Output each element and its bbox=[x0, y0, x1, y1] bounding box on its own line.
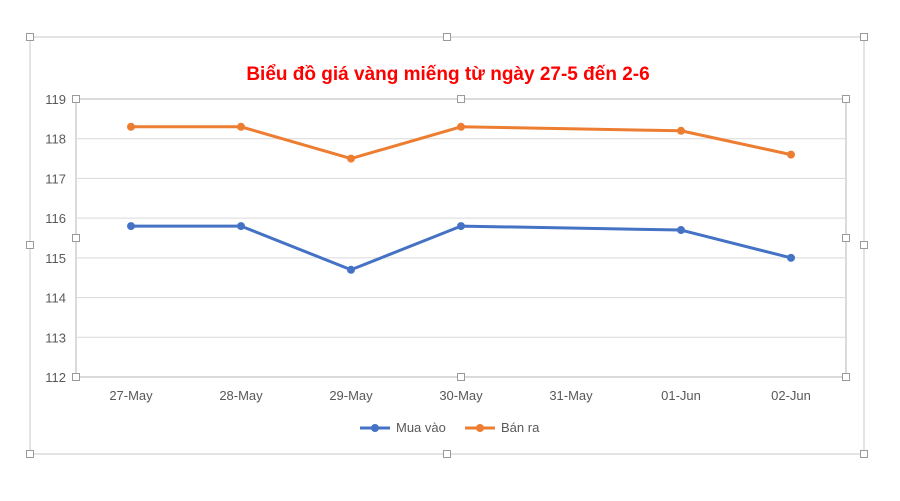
y-tick-label: 117 bbox=[45, 171, 66, 186]
plot-resize-handle[interactable] bbox=[457, 373, 465, 381]
chart-resize-handle[interactable] bbox=[26, 450, 34, 458]
data-point bbox=[237, 122, 245, 131]
x-tick-label: 29-May bbox=[329, 388, 373, 403]
data-point bbox=[787, 253, 795, 262]
legend-label: Mua vào bbox=[396, 420, 446, 435]
y-tick-label: 113 bbox=[45, 330, 66, 345]
series-line bbox=[131, 125, 792, 161]
x-tick-label: 02-Jun bbox=[771, 388, 811, 403]
series-bán-ra bbox=[127, 122, 795, 163]
plot-resize-handle[interactable] bbox=[457, 95, 465, 103]
plot-resize-handle[interactable] bbox=[72, 234, 80, 242]
chart-resize-handle[interactable] bbox=[26, 241, 34, 249]
x-tick-label: 31-May bbox=[549, 388, 593, 403]
y-tick-label: 119 bbox=[45, 92, 66, 107]
chart-resize-handle[interactable] bbox=[860, 450, 868, 458]
plot-resize-handle[interactable] bbox=[842, 234, 850, 242]
data-point bbox=[347, 154, 355, 163]
x-tick-label: 28-May bbox=[219, 388, 263, 403]
legend: Mua vào Bán ra bbox=[360, 420, 540, 435]
plot-resize-handle[interactable] bbox=[842, 373, 850, 381]
chart-resize-handle[interactable] bbox=[860, 33, 868, 41]
data-point bbox=[347, 265, 355, 274]
legend-label: Bán ra bbox=[501, 420, 540, 435]
plot-resize-handle[interactable] bbox=[842, 95, 850, 103]
plot-resize-handle[interactable] bbox=[72, 95, 80, 103]
series-lines bbox=[127, 122, 795, 274]
data-point bbox=[457, 222, 465, 231]
data-point bbox=[127, 122, 135, 131]
data-point bbox=[237, 222, 245, 231]
x-tick-label: 30-May bbox=[439, 388, 483, 403]
y-tick-label: 118 bbox=[45, 132, 66, 147]
y-tick-label: 115 bbox=[45, 251, 66, 266]
x-axis-tick-labels: 27-May 28-May 29-May 30-May 31-May 01-Jun 02-J… bbox=[109, 388, 811, 403]
x-tick-label: 01-Jun bbox=[661, 388, 701, 403]
x-tick-label: 27-May bbox=[109, 388, 153, 403]
data-point bbox=[127, 222, 135, 231]
data-point bbox=[457, 122, 465, 131]
y-tick-label: 112 bbox=[45, 370, 66, 385]
data-point bbox=[677, 226, 685, 235]
legend-swatch-marker bbox=[476, 424, 484, 432]
y-tick-label: 114 bbox=[45, 291, 66, 306]
data-point bbox=[787, 150, 795, 159]
chart-resize-handle[interactable] bbox=[443, 450, 451, 458]
chart-title: Biểu đồ giá vàng miếng từ ngày 27-5 đến … bbox=[246, 64, 649, 85]
y-axis-tick-labels: 112 113 114 115 116 117 118 119 bbox=[45, 92, 66, 385]
y-tick-label: 116 bbox=[45, 211, 66, 226]
chart-resize-handle[interactable] bbox=[860, 241, 868, 249]
chart-resize-handle[interactable] bbox=[26, 33, 34, 41]
selection-handles[interactable] bbox=[26, 33, 868, 458]
plot-resize-handle[interactable] bbox=[72, 373, 80, 381]
data-point bbox=[677, 126, 685, 135]
series-mua-vào bbox=[127, 222, 795, 274]
chart-resize-handle[interactable] bbox=[443, 33, 451, 41]
legend-swatch-marker bbox=[371, 424, 379, 432]
gridlines bbox=[76, 138, 846, 338]
series-line bbox=[131, 224, 792, 272]
